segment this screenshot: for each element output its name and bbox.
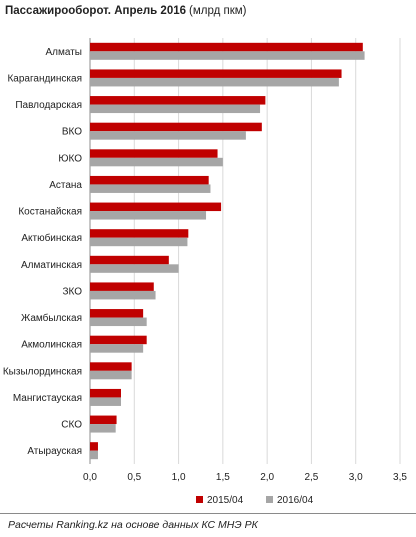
- chart-title-unit: (млрд пкм): [189, 5, 247, 17]
- bar-2015-04: [90, 69, 342, 78]
- bar-2016-04: [90, 370, 132, 380]
- legend: 2015/04 2016/04: [196, 495, 314, 506]
- category-label: Актюбинская: [21, 232, 82, 244]
- category-label: Акмолинская: [21, 340, 82, 351]
- bar-2015-04: [90, 282, 154, 291]
- bar-2015-04: [90, 255, 169, 265]
- bar-2016-04: [90, 424, 116, 433]
- bar-2016-04: [90, 131, 246, 140]
- bar-2016-04: [90, 450, 98, 460]
- bar-2015-04: [90, 415, 117, 425]
- category-label: Костанайская: [18, 207, 82, 218]
- category-label: Павлодарская: [15, 100, 82, 111]
- category-label: Карагандинская: [7, 73, 82, 84]
- source-divider: [0, 513, 416, 514]
- bar-2016-04: [90, 51, 365, 60]
- x-tick-label: 2,0: [260, 472, 274, 483]
- category-label: ВКО: [62, 127, 82, 138]
- category-label: Алматы: [46, 47, 83, 58]
- category-label: Жамбылская: [21, 312, 82, 324]
- bar-2016-04: [90, 237, 188, 247]
- bar-2015-04: [90, 202, 222, 212]
- bar-2016-04: [90, 157, 223, 167]
- category-label: Мангистауская: [13, 393, 82, 404]
- x-tick-label: 2,5: [304, 472, 318, 483]
- bar-2016-04: [90, 290, 156, 300]
- chart-title-main: Пассажирооборот. Апрель 2016: [5, 5, 187, 17]
- x-tick-label: 1,5: [216, 472, 230, 483]
- category-label: Астана: [49, 180, 82, 191]
- bar-2016-04: [90, 264, 179, 273]
- source-note: Расчеты Ranking.kz на основе данных КС М…: [8, 519, 258, 531]
- x-tick-label: 0,5: [127, 472, 141, 483]
- bar-2015-04: [90, 175, 209, 185]
- category-label: ЮКО: [58, 153, 82, 164]
- x-tick-labels: 0,0 0,5 1,0 1,5 2,0 2,5 3,0 3,5: [83, 472, 407, 483]
- bar-2016-04: [90, 104, 261, 114]
- category-label: Кызылординская: [3, 366, 82, 377]
- x-tick-label: 1,0: [172, 472, 186, 483]
- bar-2015-04: [90, 309, 144, 318]
- legend-label: 2015/04: [207, 495, 244, 506]
- bar-2016-04: [90, 184, 211, 193]
- bar-2015-04: [90, 442, 98, 451]
- bar-2015-04: [90, 149, 218, 158]
- bar-2015-04: [90, 96, 266, 105]
- bars: [90, 42, 365, 460]
- category-label: СКО: [61, 420, 82, 431]
- bar-2015-04: [90, 388, 121, 398]
- legend-label: 2016/04: [277, 495, 314, 506]
- bar-2015-04: [90, 335, 147, 345]
- bar-2015-04: [90, 42, 363, 52]
- x-tick-label: 0,0: [83, 472, 97, 483]
- x-tick-label: 3,0: [349, 472, 363, 483]
- category-labels: Алматы Карагандинская Павлодарская ВКО ЮКО Ас…: [3, 47, 83, 457]
- bar-2016-04: [90, 397, 121, 406]
- x-tick-label: 3,5: [393, 472, 407, 483]
- chart-title: Пассажирооборот. Апрель 2016 (млрд пкм): [5, 5, 247, 17]
- legend-swatch: [266, 496, 273, 503]
- bar-2015-04: [90, 229, 189, 238]
- category-label: Атырауская: [27, 446, 82, 457]
- category-label: Алматинская: [21, 260, 82, 271]
- bar-2015-04: [90, 362, 132, 371]
- bar-2016-04: [90, 77, 339, 87]
- bar-2015-04: [90, 122, 262, 132]
- category-label: ЗКО: [62, 286, 82, 297]
- legend-swatch: [196, 496, 203, 503]
- bar-2016-04: [90, 344, 144, 353]
- bar-2016-04: [90, 317, 147, 327]
- bar-2016-04: [90, 211, 207, 220]
